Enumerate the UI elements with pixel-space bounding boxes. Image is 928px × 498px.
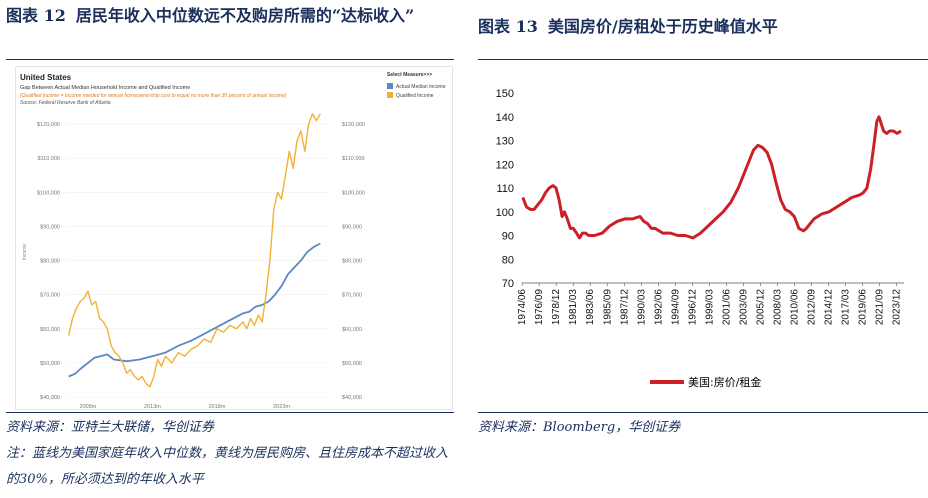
- right-figure-title: 图表 13 美国房价/房租处于历史峰值水平: [478, 14, 918, 40]
- right-legend-swatch: [650, 380, 684, 384]
- left-chart-source: Source: Federal Reserve Bank of Atlanta: [20, 100, 111, 106]
- right-series-lines: [521, 115, 902, 240]
- left-y-tick-label: $110,000: [37, 156, 60, 162]
- right-title-text: 美国房价/房租处于历史峰值水平: [547, 17, 778, 36]
- right-x-tick-label: 1994/09: [670, 289, 681, 326]
- right-panel: 图表 13 美国房价/房租处于历史峰值水平 70 80 90 100 110 120 130 1…: [472, 0, 928, 498]
- left-y-tick-label: $80,000: [40, 259, 60, 265]
- right-x-tick-label: 2014/12: [824, 289, 835, 326]
- left-series-lines: [67, 113, 321, 388]
- left-y-tick-label: $50,000: [40, 361, 60, 367]
- left-y-tick-label-right: $100,000: [342, 190, 365, 196]
- right-y-tick-label: 140: [496, 112, 514, 124]
- left-y-axis-label: Income: [22, 244, 28, 261]
- left-chart-subtitle: Gap Between Actual Median Household Inco…: [20, 85, 190, 91]
- left-y-tick-label-right: $90,000: [342, 224, 362, 230]
- left-chart-definition: (Qualified Income = Income needed for an…: [20, 93, 287, 99]
- right-y-tick-label: 90: [502, 231, 514, 243]
- left-gridlines: [66, 123, 328, 398]
- right-x-tick-label: 1992/06: [653, 289, 664, 326]
- right-y-tick-label: 70: [502, 278, 514, 290]
- right-x-tick-label: 2008/03: [772, 289, 783, 326]
- left-figure-label: 图表 12: [6, 6, 66, 25]
- left-title-rule: [6, 59, 454, 60]
- right-x-tick-label: 2012/09: [806, 289, 817, 326]
- left-y-tick-label-right: $60,000: [342, 327, 362, 333]
- right-x-tick-label: 1983/06: [585, 289, 596, 326]
- left-chart-title: United States: [20, 73, 72, 82]
- left-note: 注：蓝线为美国家庭年收入中位数，黄线为居民购房、且住房成本不超过收入的30%，所…: [6, 446, 449, 487]
- left-y-tick-label-right: $110,000: [342, 156, 365, 162]
- right-x-tick-label: 2021/09: [875, 289, 886, 326]
- right-y-tick-label: 110: [496, 183, 514, 195]
- left-x-tick-label: 2018m: [209, 404, 226, 409]
- legend-label-qualified[interactable]: Qualified Income: [396, 93, 434, 99]
- left-y-tick-label: $70,000: [40, 293, 60, 299]
- left-y-tick-label-right: $70,000: [342, 293, 362, 299]
- right-x-tick-label: 1985/09: [602, 289, 613, 326]
- left-y-tick-label-right: $50,000: [342, 361, 362, 367]
- right-x-tick-label: 2017/03: [841, 289, 852, 326]
- right-x-tick-label: 1999/03: [704, 289, 715, 326]
- right-x-tick-label: 1978/12: [551, 289, 562, 326]
- left-y-ticks-right: $40,000 $50,000 $60,000 $70,000 $80,000 $90,0…: [342, 122, 365, 401]
- right-x-tick-label: 1990/03: [636, 289, 647, 326]
- right-x-tick-label: 1974/06: [517, 289, 528, 326]
- right-y-ticks: 70 80 90 100 110 120 130 140 150: [496, 88, 514, 290]
- left-y-tick-label: $120,000: [37, 122, 60, 128]
- right-x-tick-label: 1976/09: [534, 289, 545, 326]
- left-y-tick-label-right: $80,000: [342, 259, 362, 265]
- right-source: 资料来源：Bloomberg，华创证券: [478, 420, 681, 435]
- left-y-tick-label-right: $120,000: [342, 122, 365, 128]
- right-x-ticks: 1974/06 1976/09 1978/12 1981/03 1983/06 1985/…: [517, 283, 903, 326]
- median-income-line[interactable]: [68, 242, 321, 378]
- right-x-tick-label: 1987/12: [619, 289, 630, 326]
- left-y-tick-label: $100,000: [37, 190, 60, 196]
- right-legend-label: 美国:房价/租金: [688, 376, 762, 389]
- right-figure-label: 图表 13: [478, 17, 538, 36]
- legend-swatch-qualified[interactable]: [387, 92, 393, 98]
- left-panel: 图表 12 居民年收入中位数远不及购房所需的“达标收入” United State…: [0, 0, 455, 498]
- left-chart: United States Gap Between Actual Median …: [20, 72, 446, 410]
- right-x-tick-label: 2003/09: [738, 289, 749, 326]
- left-y-tick-label-right: $40,000: [342, 395, 362, 401]
- right-bottom-rule: [478, 412, 928, 413]
- right-x-tick-label: 2019/06: [858, 289, 869, 326]
- legend-swatch-median[interactable]: [387, 83, 393, 89]
- right-title-rule: [478, 59, 928, 60]
- legend-label-median[interactable]: Actual Median Income: [396, 84, 446, 90]
- left-legend-title: Select Measure>>>: [387, 72, 432, 78]
- left-y-ticks: $40,000 $50,000 $60,000 $70,000 $80,000 $90,0…: [37, 122, 60, 401]
- left-y-tick-label: $90,000: [40, 224, 60, 230]
- left-source: 资料来源：亚特兰大联储，华创证券: [6, 420, 215, 435]
- price-rent-line[interactable]: [521, 115, 902, 240]
- qualified-income-line[interactable]: [67, 113, 321, 388]
- left-figure-title: 图表 12 居民年收入中位数远不及购房所需的“达标收入”: [6, 3, 446, 29]
- left-x-ticks: 2008m 2013m 2018m 2023m: [80, 404, 291, 410]
- left-y-tick-label: $60,000: [40, 327, 60, 333]
- right-x-tick-label: 2023/12: [892, 289, 903, 326]
- right-legend: 美国:房价/租金: [650, 374, 761, 390]
- left-chart-frame: United States Gap Between Actual Median …: [15, 66, 453, 410]
- right-x-tick-label: 1981/03: [568, 289, 579, 326]
- right-x-tick-label: 2005/12: [755, 289, 766, 326]
- right-x-tick-label: 2010/06: [789, 289, 800, 326]
- left-title-text: 居民年收入中位数远不及购房所需的“达标收入”: [75, 6, 415, 25]
- right-y-tick-label: 130: [496, 136, 514, 148]
- left-x-tick-label: 2023m: [273, 404, 290, 409]
- left-bottom-rule: [6, 412, 454, 413]
- right-y-tick-label: 80: [502, 254, 514, 266]
- left-y-tick-label: $40,000: [40, 395, 60, 401]
- right-y-tick-label: 100: [496, 207, 514, 219]
- left-x-tick-label: 2013m: [144, 404, 161, 409]
- right-y-tick-label: 150: [496, 88, 514, 100]
- right-x-tick-label: 1996/12: [687, 289, 698, 326]
- right-y-tick-label: 120: [496, 159, 514, 171]
- left-x-tick-label: 2008m: [80, 404, 97, 409]
- right-x-tick-label: 2001/06: [721, 289, 732, 326]
